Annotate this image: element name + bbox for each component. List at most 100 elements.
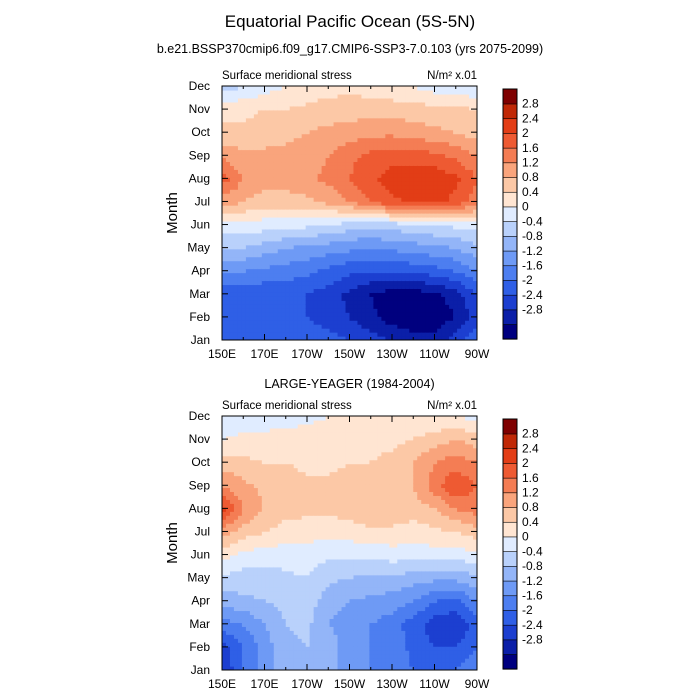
heatmap-cell	[357, 260, 363, 266]
heatmap-cell	[409, 129, 414, 135]
heatmap-cell	[289, 292, 295, 297]
heatmap-cell	[229, 483, 235, 489]
heatmap-cell	[461, 129, 466, 135]
heatmap-cell	[237, 236, 243, 242]
heatmap-cell	[397, 161, 402, 166]
heatmap-cell	[222, 578, 227, 584]
heatmap-cell	[437, 264, 442, 270]
heatmap-cell	[253, 125, 259, 131]
heatmap-cell	[353, 336, 359, 340]
heatmap-cell	[345, 260, 351, 266]
heatmap-cell	[333, 224, 339, 230]
heatmap-cell	[317, 161, 323, 166]
heatmap-cell	[341, 252, 347, 258]
heatmap-cell	[245, 439, 251, 445]
heatmap-cell	[393, 320, 398, 325]
heatmap-cell	[445, 252, 450, 258]
heatmap-cell	[305, 213, 311, 218]
heatmap-cell	[429, 232, 434, 238]
heatmap-cell	[413, 113, 418, 119]
heatmap-cell	[433, 89, 438, 95]
heatmap-cell	[265, 471, 271, 477]
colorbar-swatch	[502, 250, 518, 267]
heatmap-cell	[309, 296, 315, 301]
heatmap-cell	[241, 86, 247, 91]
heatmap-cell	[449, 201, 454, 206]
heatmap-cell	[357, 236, 363, 242]
heatmap-cell	[393, 256, 398, 262]
heatmap-cell	[253, 177, 259, 182]
heatmap-cell	[229, 539, 235, 544]
heatmap-cell	[469, 312, 474, 317]
heatmap-cell	[377, 304, 382, 309]
heatmap-cell	[357, 97, 363, 103]
heatmap-cell	[429, 121, 434, 127]
heatmap-cell	[261, 173, 267, 178]
heatmap-cell	[225, 292, 231, 297]
heatmap-cell	[237, 586, 243, 592]
heatmap-cell	[317, 280, 323, 286]
heatmap-cell	[385, 316, 390, 321]
heatmap-cell	[281, 244, 287, 250]
heatmap-cell	[253, 598, 259, 604]
heatmap-cell	[357, 308, 363, 313]
heatmap-cell	[469, 324, 474, 329]
heatmap-cell	[417, 228, 422, 234]
heatmap-cell	[337, 316, 343, 321]
heatmap-cell	[341, 260, 347, 266]
heatmap-cell	[245, 554, 251, 560]
heatmap-cell	[253, 89, 259, 95]
heatmap-cell	[229, 292, 235, 297]
heatmap-cell	[269, 328, 275, 333]
heatmap-cell	[237, 161, 243, 166]
heatmap-cell	[249, 495, 255, 500]
heatmap-cell	[377, 240, 382, 246]
heatmap-cell	[241, 276, 247, 282]
heatmap-cell	[222, 201, 227, 206]
heatmap-cell	[253, 435, 259, 441]
heatmap-cell	[245, 260, 251, 266]
heatmap-cell	[449, 165, 454, 170]
heatmap-cell	[229, 121, 235, 127]
heatmap-cell	[257, 455, 263, 461]
heatmap-cell	[421, 133, 426, 139]
heatmap-cell	[222, 260, 227, 266]
heatmap-cell	[245, 252, 251, 258]
heatmap-cell	[305, 86, 311, 91]
heatmap-cell	[437, 332, 442, 337]
heatmap-cell	[341, 324, 347, 329]
heatmap-cell	[317, 224, 323, 230]
heatmap-cell	[285, 181, 291, 186]
heatmap-cell	[237, 495, 243, 500]
heatmap-cell	[349, 248, 355, 254]
heatmap-cell	[273, 86, 279, 91]
heatmap-cell	[417, 232, 422, 238]
heatmap-cell	[429, 280, 434, 286]
heatmap-cell	[245, 109, 251, 115]
colorbar-swatch	[502, 323, 518, 340]
heatmap-cell	[413, 248, 418, 254]
heatmap-cell	[249, 642, 255, 647]
heatmap-cell	[401, 240, 406, 246]
heatmap-cell	[357, 149, 363, 155]
heatmap-cell	[349, 205, 355, 210]
heatmap-cell	[473, 101, 477, 107]
heatmap-cell	[373, 240, 378, 246]
heatmap-cell	[345, 173, 351, 178]
heatmap-cell	[381, 109, 386, 115]
heatmap-cell	[265, 558, 271, 564]
heatmap-cell	[253, 586, 259, 592]
heatmap-cell	[261, 535, 267, 540]
heatmap-cell	[309, 101, 315, 107]
heatmap-cell	[257, 622, 263, 627]
heatmap-cell	[405, 169, 410, 174]
heatmap-cell	[237, 427, 243, 433]
heatmap-cell	[425, 133, 430, 139]
heatmap-cell	[365, 280, 371, 286]
heatmap-cell	[313, 181, 319, 186]
heatmap-cell	[429, 153, 434, 159]
heatmap-cell	[233, 145, 239, 151]
heatmap-cell	[241, 590, 247, 596]
heatmap-cell	[381, 224, 386, 230]
heatmap-cell	[285, 308, 291, 313]
